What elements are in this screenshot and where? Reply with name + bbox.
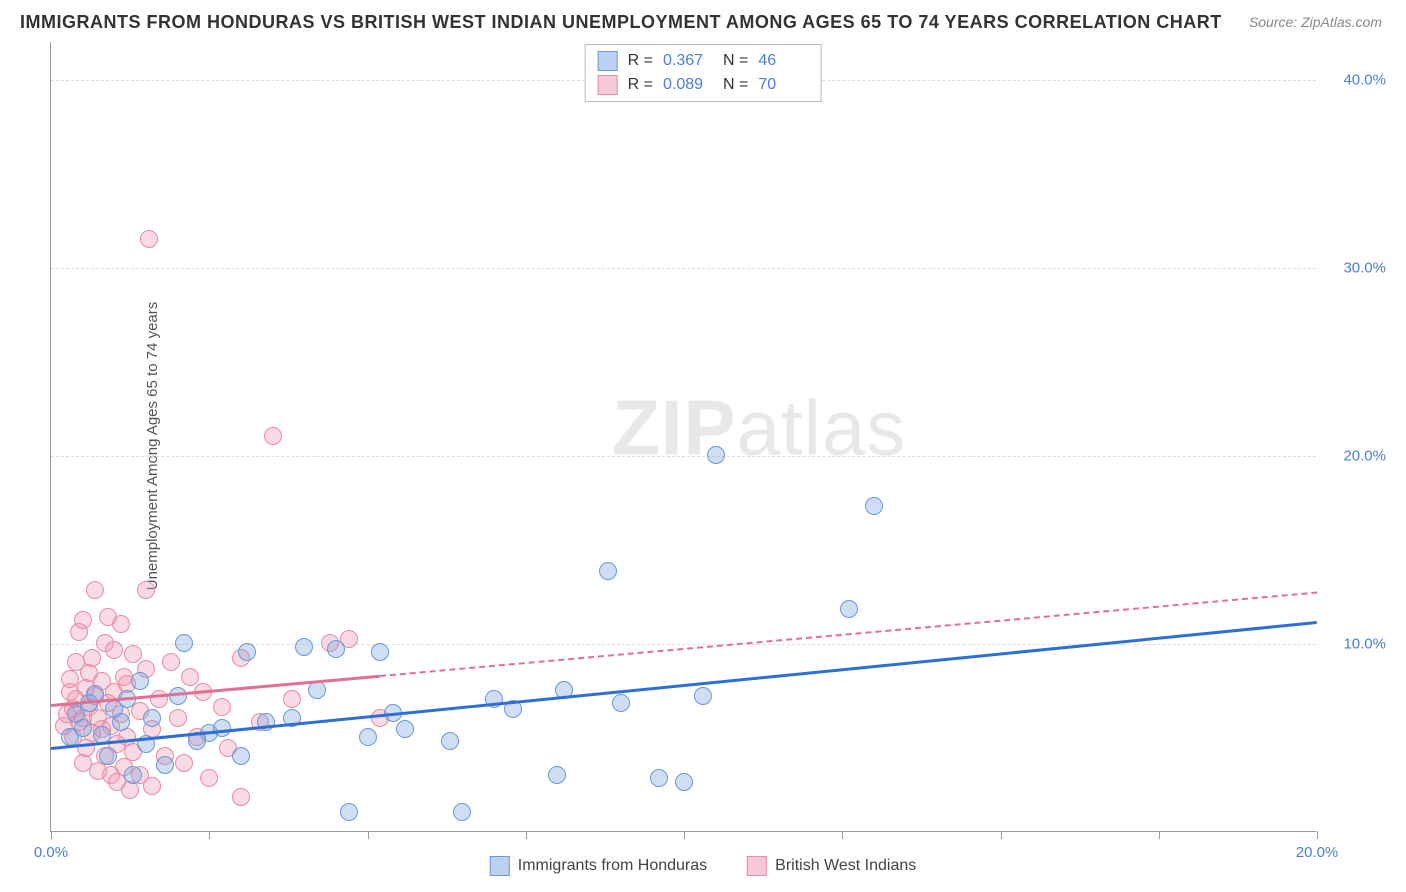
x-tick <box>51 831 52 839</box>
data-point <box>200 769 218 787</box>
data-point <box>124 766 142 784</box>
data-point <box>156 756 174 774</box>
data-point <box>213 698 231 716</box>
data-point <box>371 643 389 661</box>
gridline <box>51 456 1316 457</box>
trend-line <box>51 621 1317 750</box>
legend-n-value: 46 <box>758 52 808 70</box>
data-point <box>175 634 193 652</box>
x-tick <box>526 831 527 839</box>
data-point <box>599 562 617 580</box>
data-point <box>86 581 104 599</box>
data-point <box>105 641 123 659</box>
data-point <box>232 788 250 806</box>
legend-n-value: 70 <box>758 76 808 94</box>
data-point <box>112 615 130 633</box>
data-point <box>169 709 187 727</box>
legend-label: British West Indians <box>775 857 916 875</box>
data-point <box>650 769 668 787</box>
series-legend: Immigrants from Honduras British West Ind… <box>490 856 916 876</box>
legend-label: Immigrants from Honduras <box>518 857 707 875</box>
data-point <box>327 640 345 658</box>
data-point <box>131 672 149 690</box>
legend-swatch <box>598 51 618 71</box>
x-tick <box>1317 831 1318 839</box>
x-tick <box>368 831 369 839</box>
legend-row: R = 0.367 N = 46 <box>598 49 809 73</box>
data-point <box>840 600 858 618</box>
source-label: Source: ZipAtlas.com <box>1249 14 1382 30</box>
x-tick <box>842 831 843 839</box>
data-point <box>295 638 313 656</box>
data-point <box>707 446 725 464</box>
y-tick-label: 10.0% <box>1343 635 1386 652</box>
legend-item: British West Indians <box>747 856 916 876</box>
legend-item: Immigrants from Honduras <box>490 856 707 876</box>
data-point <box>612 694 630 712</box>
data-point <box>112 713 130 731</box>
legend-r-value: 0.089 <box>663 76 713 94</box>
correlation-legend: R = 0.367 N = 46 R = 0.089 N = 70 <box>585 44 822 102</box>
data-point <box>264 427 282 445</box>
data-point <box>232 747 250 765</box>
data-point <box>140 230 158 248</box>
data-point <box>124 645 142 663</box>
data-point <box>99 747 117 765</box>
x-tick <box>684 831 685 839</box>
legend-swatch <box>598 75 618 95</box>
x-tick-label: 0.0% <box>34 844 68 861</box>
data-point <box>359 728 377 746</box>
x-tick-label: 20.0% <box>1296 844 1339 861</box>
plot-area: 10.0%20.0%30.0%40.0%0.0%20.0% <box>50 42 1316 832</box>
data-point <box>74 719 92 737</box>
y-tick-label: 30.0% <box>1343 259 1386 276</box>
x-tick <box>1159 831 1160 839</box>
legend-r-label: R = <box>628 52 653 70</box>
x-tick <box>1001 831 1002 839</box>
data-point <box>453 803 471 821</box>
data-point <box>340 803 358 821</box>
gridline <box>51 268 1316 269</box>
data-point <box>137 581 155 599</box>
data-point <box>143 777 161 795</box>
data-point <box>74 611 92 629</box>
data-point <box>181 668 199 686</box>
legend-swatch <box>490 856 510 876</box>
legend-n-label: N = <box>723 76 748 94</box>
data-point <box>162 653 180 671</box>
x-tick <box>209 831 210 839</box>
data-point <box>441 732 459 750</box>
y-tick-label: 20.0% <box>1343 447 1386 464</box>
data-point <box>548 766 566 784</box>
chart-title: IMMIGRANTS FROM HONDURAS VS BRITISH WEST… <box>20 12 1222 33</box>
legend-r-value: 0.367 <box>663 52 713 70</box>
data-point <box>865 497 883 515</box>
data-point <box>283 690 301 708</box>
data-point <box>675 773 693 791</box>
data-point <box>238 643 256 661</box>
data-point <box>143 709 161 727</box>
data-point <box>396 720 414 738</box>
y-tick-label: 40.0% <box>1343 71 1386 88</box>
legend-r-label: R = <box>628 76 653 94</box>
data-point <box>694 687 712 705</box>
data-point <box>175 754 193 772</box>
data-point <box>83 649 101 667</box>
legend-row: R = 0.089 N = 70 <box>598 73 809 97</box>
data-point <box>213 719 231 737</box>
legend-n-label: N = <box>723 52 748 70</box>
legend-swatch <box>747 856 767 876</box>
